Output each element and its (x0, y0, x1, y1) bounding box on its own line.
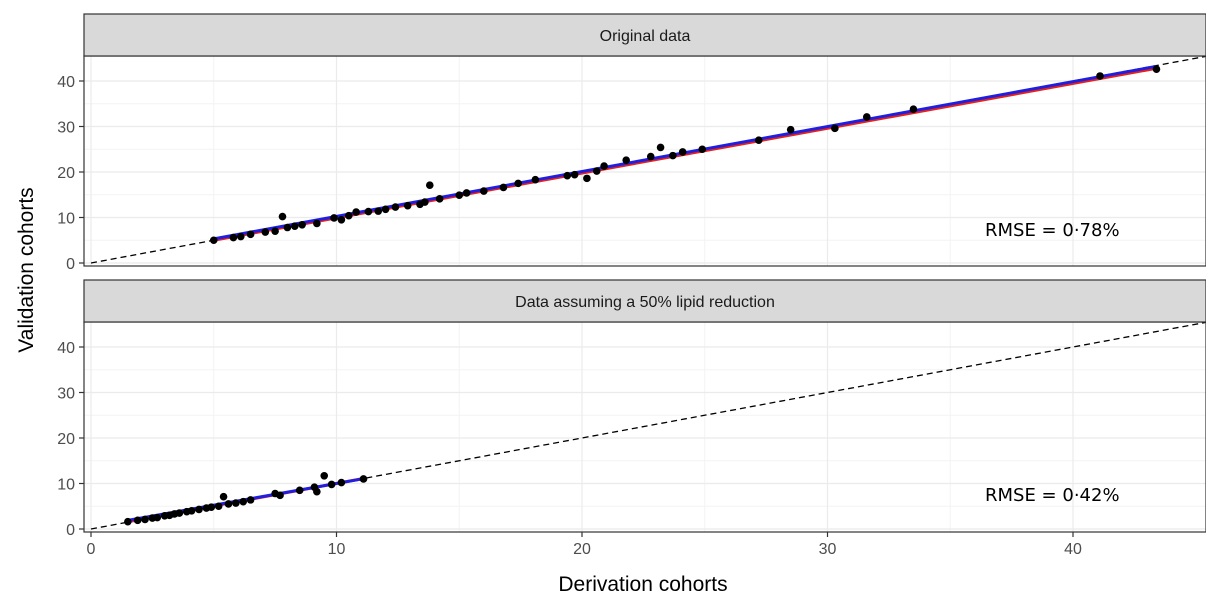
data-point (313, 487, 321, 496)
data-point (344, 211, 353, 220)
y-tick-label: 10 (57, 477, 75, 494)
data-point (195, 505, 203, 514)
data-point (622, 156, 630, 164)
x-tick-label: 20 (573, 541, 591, 558)
data-point (570, 170, 579, 179)
data-point (600, 162, 608, 170)
data-point (1152, 65, 1161, 73)
data-point (563, 171, 572, 180)
data-point (480, 187, 488, 195)
x-tick-label: 10 (328, 541, 346, 558)
data-point (327, 480, 336, 489)
data-point (909, 105, 918, 114)
data-point (337, 215, 346, 224)
data-point (219, 492, 228, 501)
data-point (678, 148, 687, 156)
y-tick-label: 30 (57, 386, 75, 403)
y-tick-label: 20 (57, 165, 75, 182)
data-point (374, 207, 383, 215)
plot-area (90, 56, 1206, 264)
panel-2: RMSE = 0·42% Data assuming a 50% lipid re… (57, 279, 1206, 558)
data-point (261, 228, 270, 236)
data-point (141, 515, 149, 524)
data-point (246, 230, 255, 239)
y-tick-label: 40 (57, 340, 75, 357)
data-point (583, 174, 591, 183)
facet-strip (83, 13, 1206, 57)
data-point (153, 513, 162, 522)
y-tick-label: 0 (66, 522, 75, 539)
y-tick-label: 40 (57, 74, 75, 91)
data-point (133, 516, 142, 525)
data-point (592, 167, 601, 175)
plot-area (90, 322, 1206, 530)
data-point (499, 183, 508, 192)
data-point (656, 143, 665, 152)
data-point (531, 175, 540, 184)
x-tick-label: 40 (1064, 541, 1082, 558)
data-point (352, 208, 360, 216)
data-point (669, 151, 677, 160)
data-point (455, 191, 464, 200)
facet-strip-title: Original data (600, 28, 691, 45)
data-point (381, 205, 390, 214)
data-point (232, 499, 240, 507)
x-tick-label: 0 (87, 541, 96, 558)
rmse-annotation: RMSE = 0·42% (985, 485, 1120, 506)
data-point (320, 471, 329, 480)
data-point (239, 497, 248, 506)
data-point (283, 223, 292, 232)
data-point (754, 136, 763, 144)
panel-1: RMSE = 0·78% Original data 0 10 20 30 40 (57, 13, 1206, 273)
data-point (862, 113, 871, 121)
data-point (435, 195, 444, 203)
data-point (646, 152, 655, 161)
data-point (290, 222, 299, 230)
data-point (276, 491, 284, 500)
data-point (229, 233, 238, 242)
data-point (831, 124, 839, 133)
data-point (425, 181, 434, 189)
data-point (514, 179, 522, 188)
y-tick-label: 30 (57, 120, 75, 137)
y-tick-label: 0 (66, 256, 75, 273)
data-point (421, 198, 429, 206)
data-point (337, 478, 346, 487)
data-point (330, 214, 338, 222)
data-point (175, 509, 184, 517)
data-point (403, 201, 412, 210)
facet-strip (83, 279, 1206, 323)
x-tick-label: 30 (819, 541, 837, 558)
data-point (224, 500, 233, 508)
rmse-annotation: RMSE = 0·78% (985, 220, 1120, 241)
data-point (295, 486, 304, 495)
data-point (246, 496, 255, 504)
data-point (364, 207, 373, 216)
data-point (236, 232, 245, 241)
data-point (1096, 72, 1104, 80)
data-point (207, 503, 216, 511)
data-point (298, 220, 306, 229)
data-point (391, 203, 400, 211)
y-tick-label: 10 (57, 211, 75, 228)
data-point (313, 219, 321, 228)
data-point (209, 236, 218, 245)
x-axis-title: Derivation cohorts (558, 573, 727, 596)
data-point (187, 507, 196, 515)
facet-strip-title: Data assuming a 50% lipid reduction (515, 294, 775, 311)
data-point (271, 227, 279, 235)
data-point (124, 517, 132, 526)
data-point (462, 189, 471, 197)
data-point (786, 125, 795, 134)
data-point (278, 212, 287, 221)
y-tick-label: 20 (57, 431, 75, 448)
y-axis-title: Validation cohorts (15, 187, 38, 352)
data-point (359, 475, 368, 483)
data-point (698, 145, 707, 154)
data-point (214, 502, 223, 511)
